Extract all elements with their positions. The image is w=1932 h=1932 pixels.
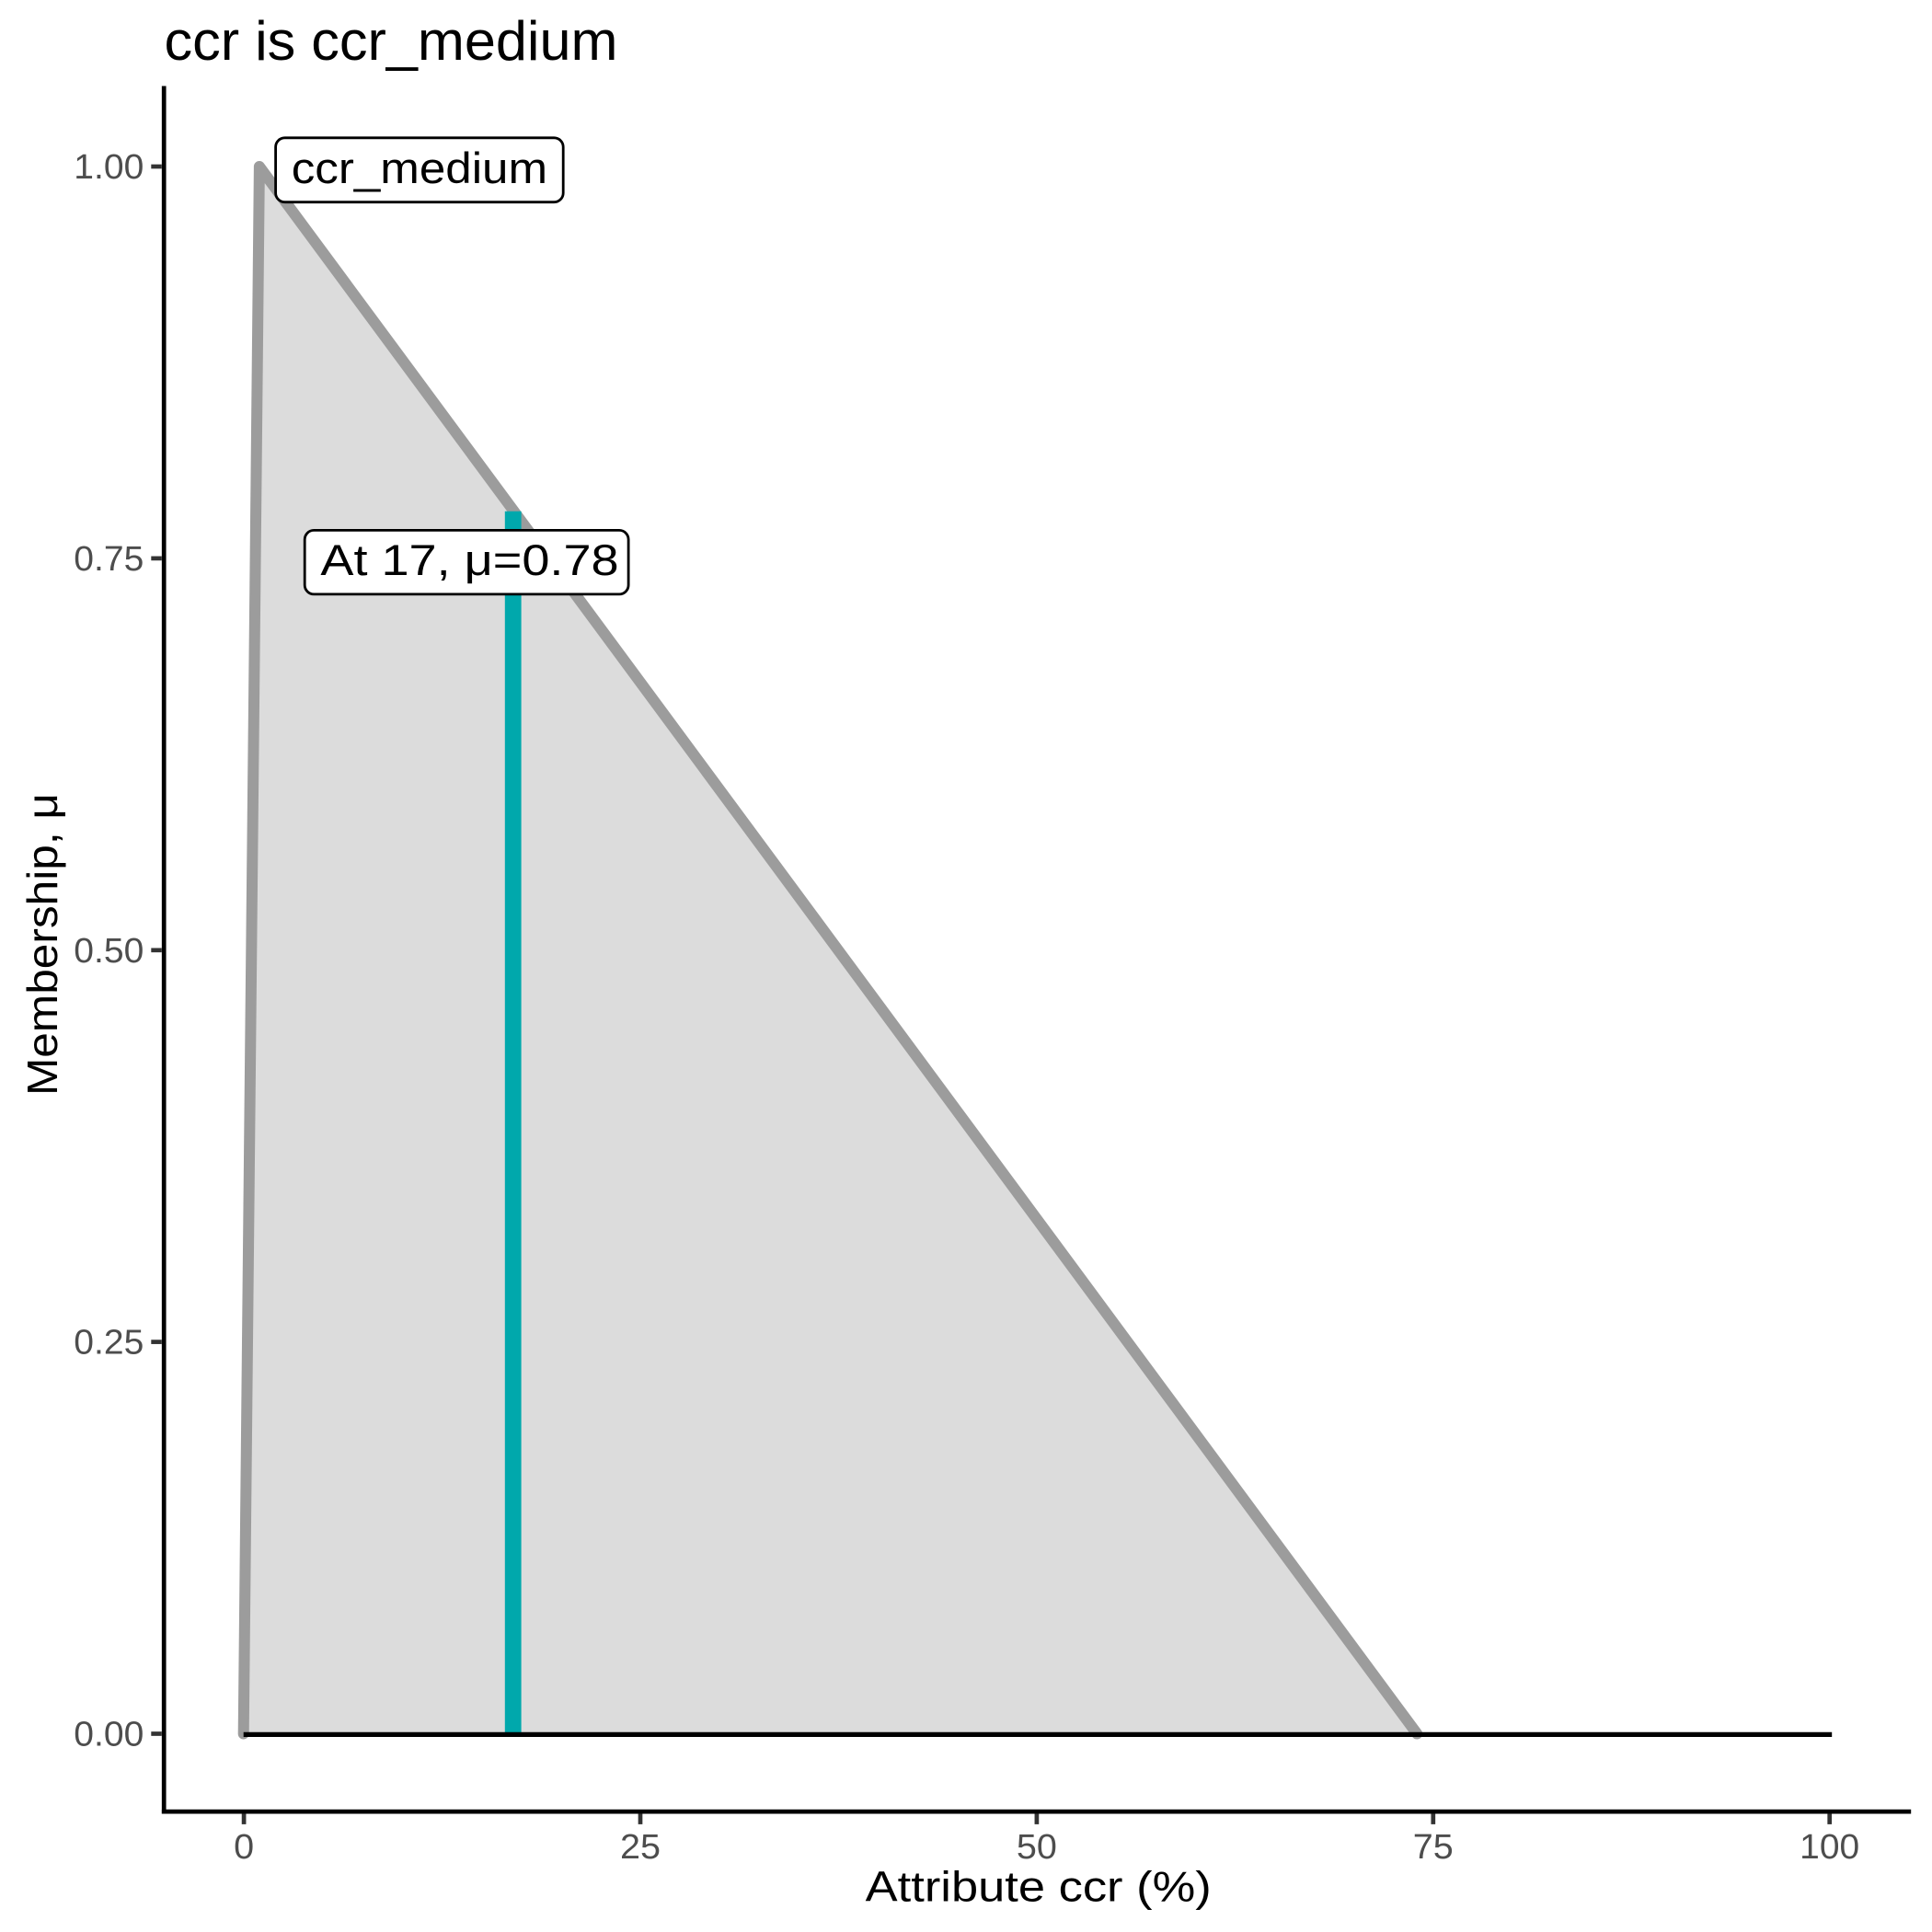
svg-text:ccr is ccr_medium: ccr is ccr_medium (165, 10, 618, 72)
svg-text:100: 100 (1800, 1828, 1859, 1867)
svg-text:At 17, μ=0.78: At 17, μ=0.78 (320, 535, 618, 584)
svg-text:Attribute ccr (%): Attribute ccr (%) (866, 1863, 1212, 1911)
svg-text:25: 25 (620, 1828, 661, 1867)
svg-text:Membership, μ: Membership, μ (18, 793, 66, 1096)
svg-text:1.00: 1.00 (74, 148, 144, 187)
svg-text:0.50: 0.50 (74, 932, 144, 971)
svg-text:50: 50 (1017, 1828, 1057, 1867)
svg-text:0.75: 0.75 (74, 540, 144, 579)
svg-text:75: 75 (1413, 1828, 1454, 1867)
svg-text:ccr_medium: ccr_medium (292, 144, 547, 192)
svg-text:0: 0 (234, 1828, 254, 1867)
svg-text:0.00: 0.00 (74, 1716, 144, 1754)
svg-text:0.25: 0.25 (74, 1324, 144, 1363)
